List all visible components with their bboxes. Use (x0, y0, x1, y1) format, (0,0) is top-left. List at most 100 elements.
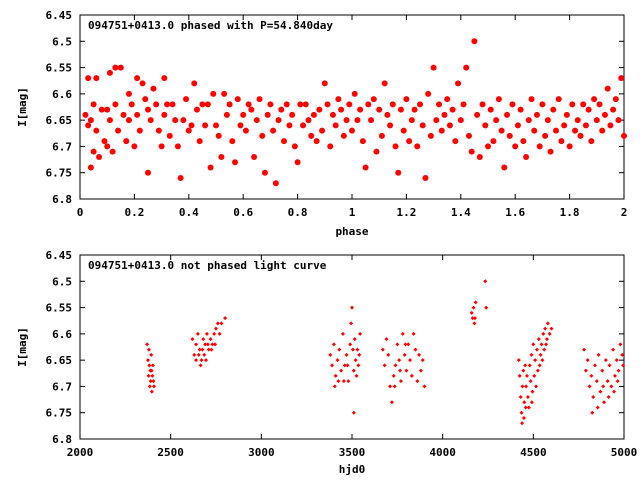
data-point (520, 138, 527, 145)
data-point (205, 342, 210, 347)
data-point (582, 122, 589, 129)
data-point (406, 342, 411, 347)
data-point (490, 138, 497, 145)
data-point (470, 316, 475, 321)
data-point (146, 373, 151, 378)
data-point (206, 347, 211, 352)
data-point (523, 153, 530, 160)
data-point (209, 347, 214, 352)
data-point (324, 101, 331, 108)
data-point (342, 363, 347, 368)
data-point (278, 106, 285, 113)
data-point (328, 352, 333, 357)
data-point (264, 111, 271, 118)
data-point (427, 132, 434, 139)
data-point (261, 169, 268, 176)
data-point (591, 96, 598, 103)
data-point (430, 64, 437, 71)
y-tick-label: 6.7 (52, 380, 72, 393)
data-point (139, 80, 146, 87)
data-point (472, 316, 477, 321)
data-point (212, 331, 217, 336)
data-point (195, 331, 200, 336)
data-point (289, 111, 296, 118)
y-tick-label: 6.45 (46, 9, 73, 22)
data-point (297, 101, 304, 108)
data-point (125, 90, 132, 97)
data-point (196, 352, 201, 357)
data-point (98, 106, 105, 113)
data-point (544, 337, 549, 342)
data-point (415, 379, 420, 384)
x-axis-label: phase (335, 225, 368, 238)
data-point (337, 347, 342, 352)
data-point (529, 352, 534, 357)
data-point (341, 379, 346, 384)
data-point (572, 127, 579, 134)
data-point (615, 379, 620, 384)
data-point (149, 368, 154, 373)
chart-panel-2: 2000 2500 3000 3500 4000 4500 5000 6.45 6.5 6.55 6… (16, 249, 637, 476)
data-point (349, 127, 355, 134)
data-point (614, 358, 619, 363)
y-tick-label: 6.55 (46, 62, 73, 75)
data-point (370, 96, 377, 103)
data-point (350, 305, 354, 310)
data-point (346, 101, 353, 108)
data-point (294, 159, 301, 166)
data-point (104, 143, 111, 150)
data-point (558, 138, 565, 145)
data-point (142, 96, 149, 103)
data-point (604, 85, 611, 92)
data-point (382, 363, 387, 368)
data-point (531, 342, 536, 347)
data-point (332, 384, 337, 389)
data-point (609, 384, 614, 389)
data-point (313, 138, 320, 145)
data-point (146, 347, 151, 352)
data-point (380, 347, 385, 352)
data-point (400, 331, 405, 336)
data-point (509, 101, 516, 108)
data-point (433, 117, 440, 124)
data-point (85, 75, 92, 82)
data-point (531, 127, 538, 134)
data-point (199, 101, 206, 108)
data-point (200, 347, 205, 352)
data-point (577, 132, 584, 139)
x-tick-label: 0 (77, 206, 84, 219)
data-point (204, 331, 209, 336)
data-point (373, 148, 380, 155)
data-point (234, 96, 241, 103)
data-point (521, 368, 526, 373)
data-point (201, 337, 206, 342)
data-point (387, 122, 394, 129)
data-point (530, 389, 535, 394)
data-point (221, 90, 228, 97)
data-point (504, 111, 511, 118)
data-point (109, 148, 116, 155)
data-point (147, 117, 154, 124)
data-point (605, 379, 610, 384)
data-point (479, 101, 486, 108)
data-point (485, 143, 491, 150)
data-point (240, 111, 247, 118)
data-point (343, 117, 350, 124)
y-axis-label: I[mag] (16, 327, 29, 367)
data-point (596, 101, 603, 108)
data-point (541, 331, 546, 336)
data-point (471, 305, 476, 310)
data-point (207, 164, 214, 171)
data-point (534, 347, 539, 352)
data-point (191, 80, 198, 87)
data-point (164, 101, 171, 108)
data-point (536, 143, 543, 150)
data-point (193, 106, 200, 113)
data-point (542, 347, 547, 352)
data-point (202, 352, 207, 357)
data-point (520, 421, 525, 426)
data-point (136, 127, 143, 134)
data-point (256, 96, 263, 103)
data-point (419, 122, 426, 129)
data-point (452, 138, 459, 145)
